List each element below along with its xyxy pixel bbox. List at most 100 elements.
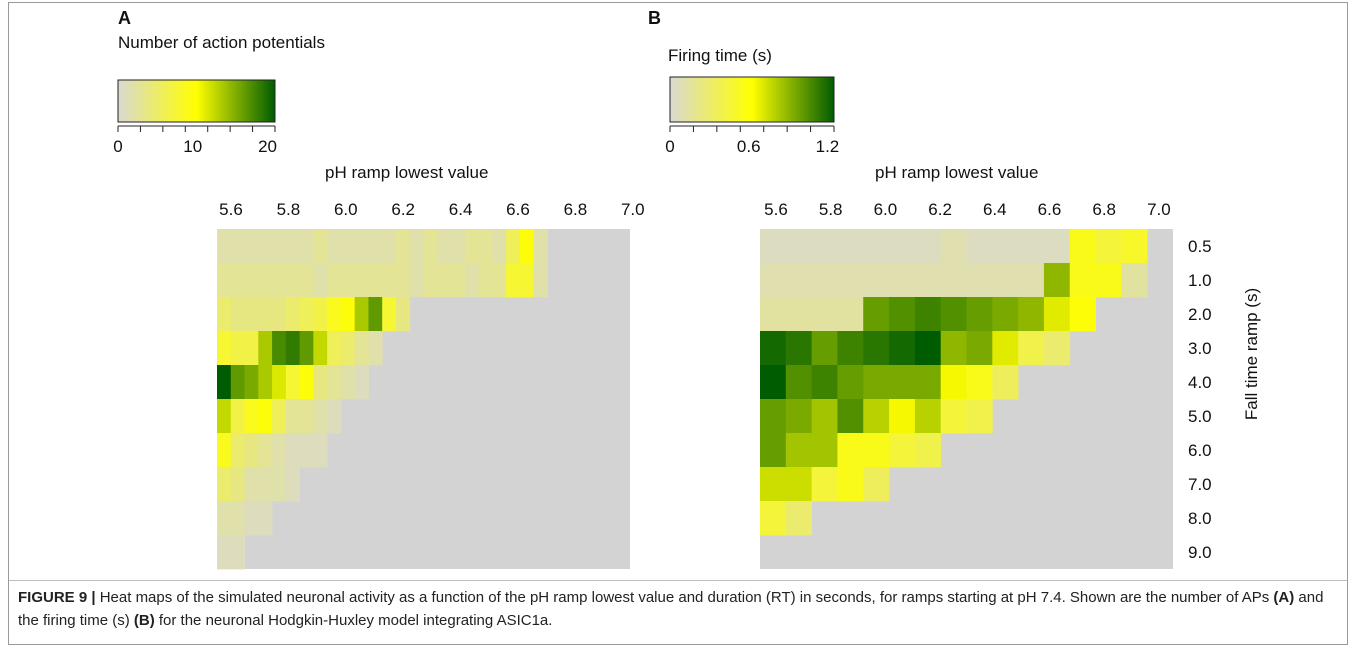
- panel-a-cell: [341, 297, 355, 331]
- panel-a-cell: [258, 263, 272, 297]
- panel-a-cell: [231, 467, 245, 501]
- panel-a-cell: [534, 229, 548, 263]
- panel-a-cell: [341, 331, 355, 365]
- panel-a-x-tick-label: 6.4: [449, 200, 473, 219]
- panel-a-cell: [327, 297, 341, 331]
- panel-a-cell: [355, 229, 369, 263]
- panel-a-cell: [300, 433, 314, 467]
- panel-a-cell: [245, 297, 259, 331]
- panel-a-cell: [231, 331, 245, 365]
- panel-a-cell: [231, 365, 245, 399]
- panel-b-cell: [760, 467, 786, 501]
- panel-b-cell: [786, 297, 812, 331]
- panel-b-cell: [1018, 297, 1044, 331]
- panel-b-y-tick-label: 0.5: [1188, 237, 1212, 256]
- panel-b-cell: [863, 263, 889, 297]
- panel-a-cell: [313, 365, 327, 399]
- panel-a-cell: [368, 331, 382, 365]
- panel-a-cell: [217, 433, 231, 467]
- panel-a-cell: [327, 399, 341, 433]
- panel-b-cell: [1044, 229, 1070, 263]
- panel-a-cell: [355, 331, 369, 365]
- panel-b-cell: [760, 263, 786, 297]
- panel-b-cell: [915, 297, 941, 331]
- panel-a-cell: [245, 365, 259, 399]
- panel-b-cell: [915, 229, 941, 263]
- panel-a-cell: [313, 433, 327, 467]
- panel-a-heatmap: 5.6 5.8 6.0 6.2 6.4 6.6 6.8 7.0 0 10 20: [113, 80, 644, 569]
- panel-b-cell: [1121, 263, 1147, 297]
- panel-b-colorbar-label: 0.6: [737, 137, 761, 156]
- panel-b-cell: [760, 297, 786, 331]
- panel-b-cell: [863, 297, 889, 331]
- caption-ref-a: (A): [1273, 589, 1294, 606]
- panel-a-cell: [300, 229, 314, 263]
- panel-a-cell: [286, 467, 300, 501]
- panel-a-cell: [506, 263, 520, 297]
- panel-b-cell: [941, 365, 967, 399]
- panel-a-cell: [368, 263, 382, 297]
- panel-b-cell: [812, 331, 838, 365]
- panel-b-cell: [863, 229, 889, 263]
- panel-b-x-tick-label: 6.2: [928, 200, 952, 219]
- panel-a-x-tick-label: 7.0: [621, 200, 645, 219]
- panel-b-cell: [812, 263, 838, 297]
- panel-a-x-tick-label: 6.6: [506, 200, 530, 219]
- panel-a-cell: [286, 399, 300, 433]
- panel-a-cell: [258, 467, 272, 501]
- panel-a-cell: [313, 297, 327, 331]
- panel-b-cell: [941, 229, 967, 263]
- panel-a-cell: [245, 229, 259, 263]
- panel-a-cell: [245, 433, 259, 467]
- panel-b-cell: [992, 263, 1018, 297]
- panel-a-cell: [465, 263, 479, 297]
- panel-b-cell: [941, 297, 967, 331]
- panel-b-cell: [837, 399, 863, 433]
- panel-a-cell: [286, 365, 300, 399]
- panel-b-cell: [863, 365, 889, 399]
- panel-b-cell: [889, 297, 915, 331]
- panel-a-cell: [437, 229, 451, 263]
- panel-a-cell: [286, 433, 300, 467]
- panel-b-x-tick-label: 5.6: [764, 200, 788, 219]
- panel-b-cell: [992, 331, 1018, 365]
- panel-a-x-tick-label: 6.8: [564, 200, 588, 219]
- panel-b-cell: [760, 399, 786, 433]
- panel-b-ylabel: Fall time ramp (s): [1242, 288, 1261, 420]
- panel-b-cell: [967, 263, 993, 297]
- panel-a-cell: [272, 467, 286, 501]
- panel-b-cell: [992, 229, 1018, 263]
- panel-a-cell: [451, 229, 465, 263]
- panel-a-cell: [479, 263, 493, 297]
- panel-b-y-tick-label: 9.0: [1188, 543, 1212, 562]
- panel-a-cell: [451, 263, 465, 297]
- panel-a-cell: [217, 535, 231, 569]
- panel-a-cell: [258, 365, 272, 399]
- panel-b-x-tick-label: 6.0: [874, 200, 898, 219]
- panel-a-cell: [396, 297, 410, 331]
- panel-a-cell: [286, 297, 300, 331]
- panel-a-cell: [424, 263, 438, 297]
- panel-b-x-tick-label: 5.8: [819, 200, 843, 219]
- panel-a-cell: [272, 229, 286, 263]
- panel-b-cell: [760, 365, 786, 399]
- panel-a-colorbar-label: 20: [258, 137, 277, 156]
- panel-a-cell: [479, 229, 493, 263]
- caption-divider: [9, 580, 1347, 581]
- panel-b-y-tick-label: 1.0: [1188, 271, 1212, 290]
- panel-b-cell: [1044, 263, 1070, 297]
- panel-b-cell: [1018, 331, 1044, 365]
- panel-b-cell: [812, 229, 838, 263]
- panel-b-cell: [786, 399, 812, 433]
- panel-a-x-tick-label: 5.8: [277, 200, 301, 219]
- panel-a-cell: [520, 229, 534, 263]
- panel-a-cell: [272, 365, 286, 399]
- panel-b-cell: [837, 467, 863, 501]
- panel-b-cell: [889, 331, 915, 365]
- panel-a-cell: [258, 297, 272, 331]
- panel-a-cell: [355, 297, 369, 331]
- panel-b-cell: [967, 331, 993, 365]
- panel-b-cell: [760, 331, 786, 365]
- panel-a-cell: [245, 501, 259, 535]
- panel-b-cell: [967, 297, 993, 331]
